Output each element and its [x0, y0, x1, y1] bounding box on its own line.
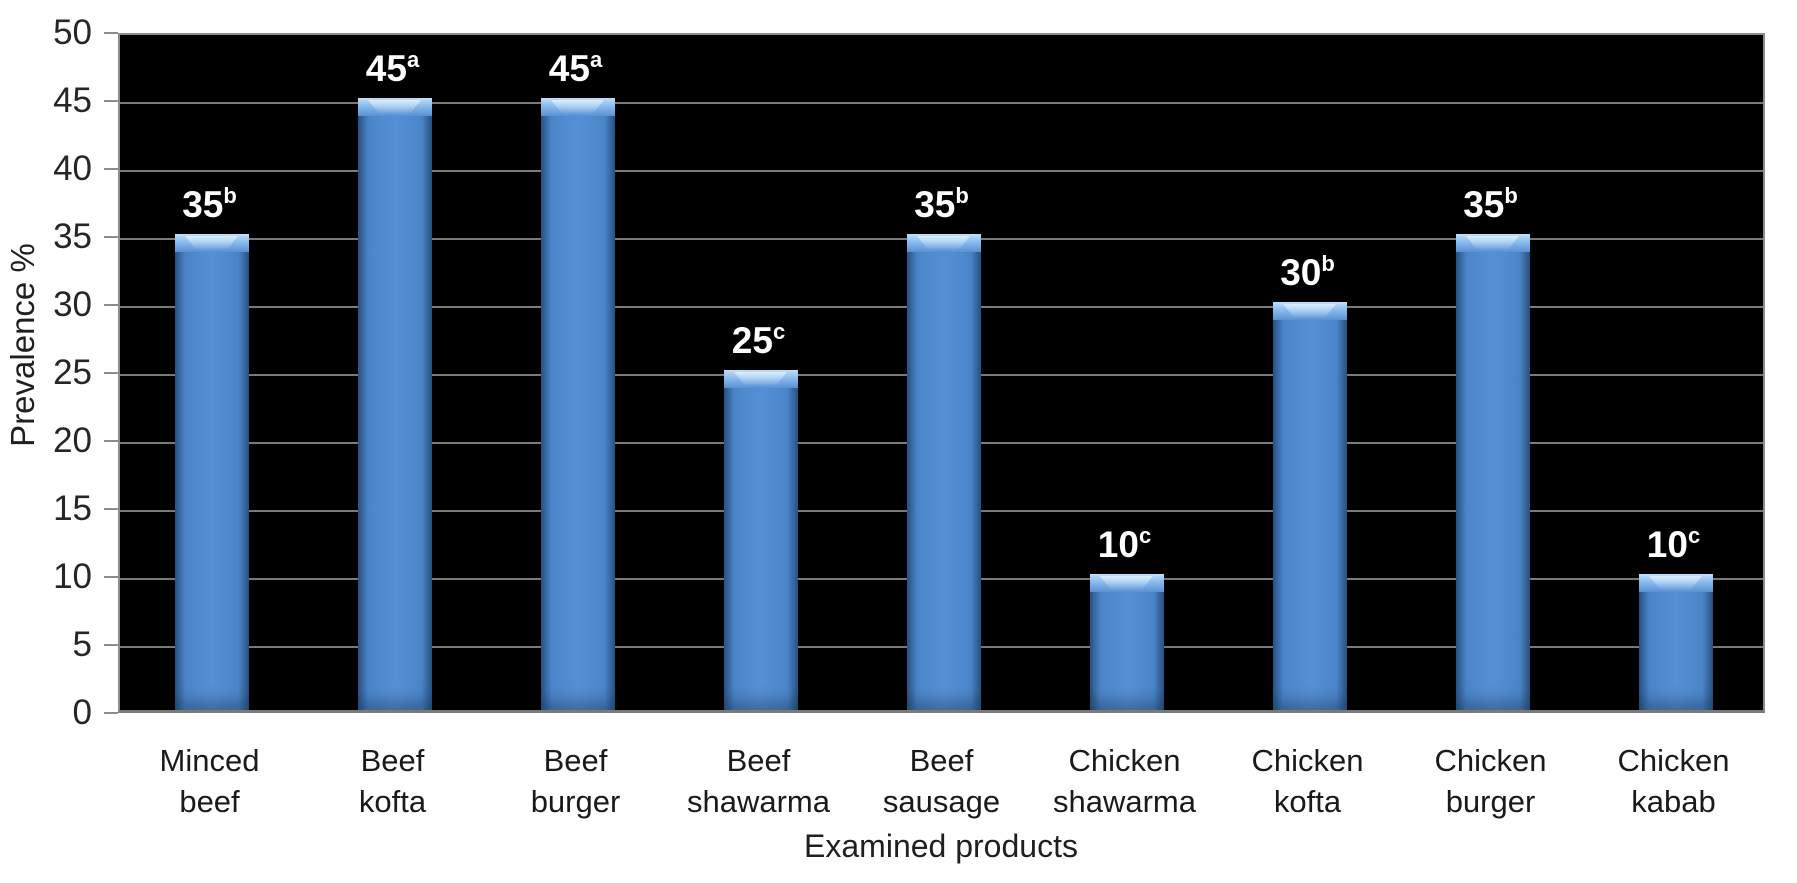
bar-value: 45 [548, 48, 590, 89]
x-category-line: kabab [1631, 784, 1716, 819]
x-category-line: shawarma [1053, 784, 1196, 819]
x-category-label: Minced beef [160, 740, 260, 822]
y-tick-label-5: 5 [72, 625, 92, 664]
bar-value: 45 [365, 48, 407, 89]
x-category-line: burger [1445, 784, 1536, 819]
bar-beef-sausage [906, 234, 981, 710]
x-category-label: Chicken shawarma [1053, 740, 1196, 822]
y-tick-label-45: 45 [53, 81, 92, 120]
y-tick-label-35: 35 [53, 217, 92, 256]
bar-value-superscript: b [223, 183, 237, 208]
x-category-line: kofta [358, 784, 427, 819]
bar-value-superscript: a [589, 47, 603, 72]
bar-beef-burger [540, 98, 615, 710]
bar-value-label: 45a [548, 47, 603, 89]
x-category-line: kofta [1273, 784, 1342, 819]
y-tick-label-30: 30 [53, 285, 92, 324]
bar-top-bevel [1272, 302, 1347, 320]
bar-value: 35 [914, 184, 956, 225]
bar-value-label: 35b [1463, 183, 1518, 225]
x-category-line: sausage [882, 784, 1001, 819]
plot-area [118, 33, 1765, 713]
bar-value-superscript: c [1138, 523, 1152, 548]
x-category-line: Beef [726, 743, 791, 778]
x-category-label: Chicken burger [1435, 740, 1547, 822]
x-category-label: Chicken kofta [1252, 740, 1364, 822]
bar-value-label: 35b [182, 183, 237, 225]
y-tick-30 [104, 304, 118, 306]
bar-beef-shawarma [723, 370, 798, 710]
x-category-label: Chicken kabab [1618, 740, 1730, 822]
bar-top-bevel [1089, 574, 1164, 592]
y-tick-15 [104, 508, 118, 510]
bar-minced-beef [174, 234, 249, 710]
bar-value-label: 10c [1646, 523, 1701, 565]
y-tick-label-25: 25 [53, 353, 92, 392]
bar-value-label: 45a [365, 47, 420, 89]
bar-top-bevel [174, 234, 249, 252]
bar-value: 30 [1280, 252, 1322, 293]
bar-value-superscript: c [1687, 523, 1701, 548]
bar-value-superscript: b [955, 183, 969, 208]
y-tick-25 [104, 372, 118, 374]
x-axis-title: Examined products [804, 828, 1078, 864]
bar-beef-kofta [357, 98, 432, 710]
y-tick-35 [104, 236, 118, 238]
bar-chicken-kabab [1638, 574, 1713, 710]
y-tick-45 [104, 100, 118, 102]
y-tick-label-0: 0 [72, 693, 92, 732]
bar-value-superscript: a [406, 47, 420, 72]
bar-value-superscript: b [1504, 183, 1518, 208]
gridline-45 [120, 102, 1763, 104]
bar-top-bevel [1455, 234, 1530, 252]
bar-value-label: 30b [1280, 251, 1335, 293]
bar-value-superscript: c [772, 319, 786, 344]
bar-top-bevel [906, 234, 981, 252]
x-category-line: burger [530, 784, 621, 819]
bar-value: 35 [182, 184, 224, 225]
bar-value-label: 10c [1097, 523, 1152, 565]
bar-value: 35 [1463, 184, 1505, 225]
bar-value-label: 25c [731, 319, 786, 361]
y-tick-label-40: 40 [53, 149, 92, 188]
bar-value-label: 35b [914, 183, 969, 225]
y-tick-20 [104, 440, 118, 442]
bar-top-bevel [540, 98, 615, 116]
x-category-label: Beef kofta [359, 740, 426, 822]
bar-value: 10 [1646, 524, 1688, 565]
gridline-40 [120, 170, 1763, 172]
x-category-line: Chicken [1617, 743, 1730, 778]
bar-chicken-kofta [1272, 302, 1347, 710]
y-tick-label-15: 15 [53, 489, 92, 528]
y-tick-label-20: 20 [53, 421, 92, 460]
y-tick-10 [104, 576, 118, 578]
x-category-line: Beef [909, 743, 974, 778]
y-tick-0 [104, 712, 118, 714]
x-category-label: Beef shawarma [687, 740, 830, 822]
bar-chicken-shawarma [1089, 574, 1164, 710]
bar-value: 10 [1097, 524, 1139, 565]
y-tick-label-10: 10 [53, 557, 92, 596]
bar-top-bevel [723, 370, 798, 388]
bar-value-superscript: b [1321, 251, 1335, 276]
x-category-line: Chicken [1434, 743, 1547, 778]
x-category-line: Beef [543, 743, 608, 778]
bar-top-bevel [1638, 574, 1713, 592]
x-category-label: Beef burger [531, 740, 621, 822]
y-tick-5 [104, 644, 118, 646]
y-tick-40 [104, 168, 118, 170]
x-category-line: Chicken [1251, 743, 1364, 778]
bar-value: 25 [731, 320, 773, 361]
x-category-line: Minced [159, 743, 260, 778]
bar-top-bevel [357, 98, 432, 116]
x-category-line: beef [179, 784, 240, 819]
x-category-line: shawarma [687, 784, 830, 819]
x-category-line: Beef [360, 743, 425, 778]
y-tick-label-50: 50 [53, 13, 92, 52]
y-tick-50 [104, 32, 118, 34]
bar-chicken-burger [1455, 234, 1530, 710]
x-category-line: Chicken [1068, 743, 1181, 778]
x-category-label: Beef sausage [883, 740, 1000, 822]
